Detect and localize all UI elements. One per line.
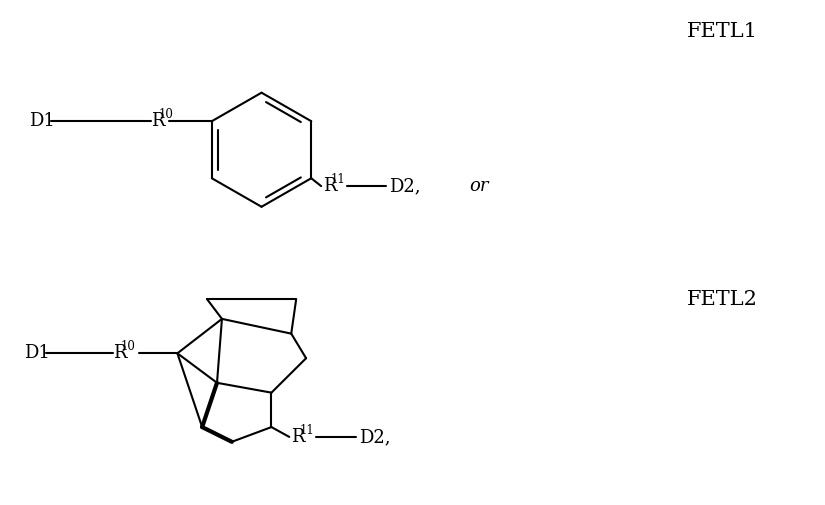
Text: or: or	[469, 177, 489, 195]
Text: D2,: D2,	[359, 428, 390, 446]
Text: R: R	[291, 428, 304, 446]
Text: D1: D1	[24, 344, 50, 362]
Text: 10: 10	[121, 340, 136, 353]
Text: 10: 10	[158, 108, 173, 121]
Text: R: R	[323, 177, 337, 195]
Text: 11: 11	[299, 424, 314, 437]
Text: R: R	[151, 112, 164, 130]
Text: FETL2: FETL2	[687, 290, 758, 309]
Text: D1: D1	[29, 112, 54, 130]
Text: FETL1: FETL1	[687, 22, 758, 41]
Text: 11: 11	[331, 173, 346, 186]
Text: D2,: D2,	[389, 177, 421, 195]
Text: R: R	[113, 344, 126, 362]
